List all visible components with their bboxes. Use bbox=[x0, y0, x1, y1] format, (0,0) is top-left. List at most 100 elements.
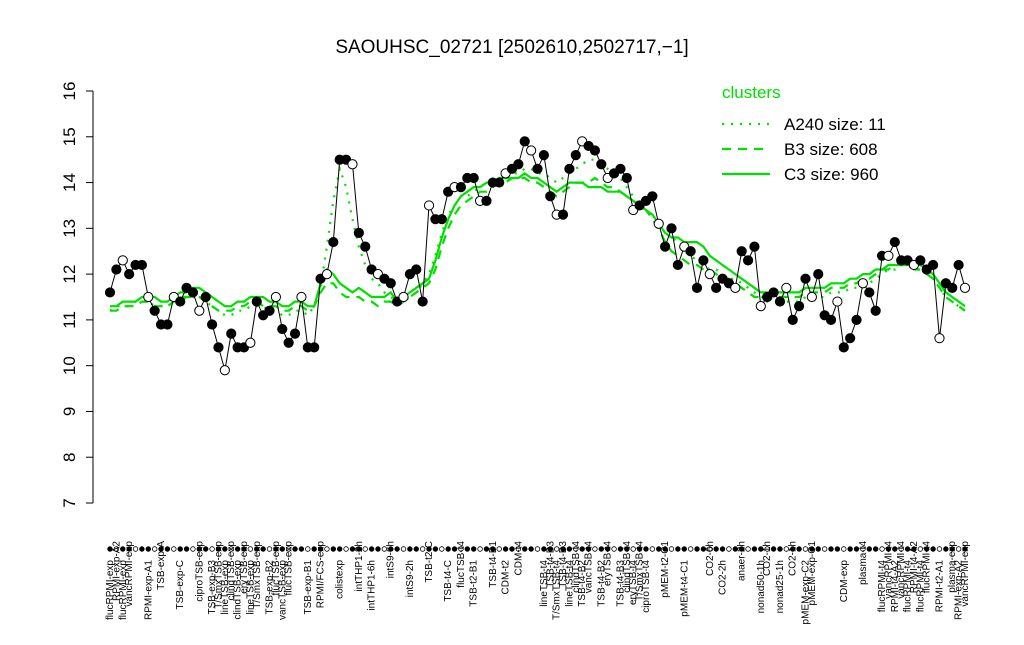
membership-dot bbox=[719, 546, 726, 552]
profile-point bbox=[162, 319, 173, 330]
profile-point bbox=[321, 269, 333, 280]
x-tick-label: TSB-exp-C bbox=[175, 560, 186, 609]
profile-point bbox=[947, 282, 958, 293]
membership-dot bbox=[260, 546, 266, 552]
profile-point bbox=[481, 195, 492, 206]
profile-point bbox=[647, 191, 658, 202]
membership-dot bbox=[560, 546, 566, 552]
membership-dot bbox=[573, 546, 579, 552]
membership-dot bbox=[388, 546, 394, 552]
profile-point bbox=[213, 342, 224, 353]
membership-dot bbox=[879, 546, 885, 552]
membership-dot bbox=[668, 546, 675, 552]
profile-point bbox=[277, 323, 288, 335]
x-tick-label: CO2-1h bbox=[788, 541, 799, 576]
profile-point bbox=[781, 282, 792, 293]
x-tick-label: TSB-t4-C bbox=[443, 560, 454, 602]
x-tick-label: flucRPMI-exp bbox=[105, 560, 116, 620]
profile-point bbox=[347, 159, 358, 170]
membership-dot bbox=[726, 546, 732, 552]
membership-dot bbox=[553, 546, 560, 552]
x-tick-label: clindTSB-t4 bbox=[622, 541, 633, 593]
membership-dot bbox=[311, 546, 317, 552]
membership-dot bbox=[547, 546, 553, 552]
profile-point bbox=[353, 227, 364, 239]
membership-dot bbox=[528, 546, 534, 552]
x-tick-label: intS9-2h bbox=[405, 560, 416, 597]
profile-point bbox=[755, 301, 766, 312]
x-tick-label: lineTSB-exp bbox=[220, 560, 231, 615]
profile-point bbox=[838, 342, 849, 353]
membership-dot bbox=[598, 546, 605, 552]
membership-dot bbox=[694, 546, 700, 552]
profile-point bbox=[289, 328, 301, 339]
membership-dot bbox=[298, 546, 305, 552]
membership-dot bbox=[375, 546, 381, 552]
cluster-line bbox=[109, 158, 966, 317]
membership-dot bbox=[713, 546, 719, 552]
membership-dot bbox=[738, 546, 745, 552]
x-tick-label: pMEM-t4-C1 bbox=[679, 560, 690, 617]
profile-point bbox=[857, 278, 869, 289]
profile-point bbox=[864, 287, 875, 298]
membership-dot bbox=[426, 546, 432, 552]
profile-point bbox=[219, 365, 230, 376]
x-tick-label: clindTSB-exp bbox=[233, 560, 244, 620]
membership-dot bbox=[770, 546, 777, 552]
profile-point bbox=[194, 305, 205, 316]
x-tick-label: TSB-t4-B3 bbox=[558, 541, 569, 588]
membership-dot bbox=[643, 546, 649, 552]
membership-dot bbox=[700, 546, 707, 552]
profile-point bbox=[851, 314, 862, 325]
profile-point bbox=[685, 246, 696, 257]
membership-dot bbox=[758, 546, 764, 552]
membership-dot bbox=[802, 546, 809, 552]
profile-point bbox=[736, 246, 747, 257]
membership-dot bbox=[847, 546, 853, 552]
membership-dot bbox=[483, 546, 490, 552]
profile-point bbox=[251, 296, 262, 307]
x-tick-label: RPMI-exp-A2 bbox=[954, 560, 965, 620]
profile-point bbox=[927, 259, 939, 271]
x-tick-label: vancTSB-t4 bbox=[584, 541, 595, 594]
membership-dot bbox=[317, 546, 324, 552]
y-tick-label: 13 bbox=[60, 219, 79, 238]
profile-point bbox=[589, 145, 601, 156]
x-tick-label: TSB-t4-B3 bbox=[545, 541, 556, 588]
membership-dot bbox=[515, 546, 522, 552]
membership-dot bbox=[145, 546, 151, 552]
membership-dot bbox=[949, 546, 955, 552]
membership-dot bbox=[120, 546, 126, 552]
membership-dot bbox=[796, 546, 802, 552]
profile-point bbox=[711, 282, 722, 293]
profile-point bbox=[825, 314, 837, 325]
membership-dot bbox=[356, 546, 362, 552]
membership-dot bbox=[617, 546, 624, 552]
legend-label: B3 size: 608 bbox=[784, 140, 878, 159]
membership-dot bbox=[585, 546, 592, 552]
x-tick-label: CO2-6h bbox=[705, 541, 716, 576]
profile-point bbox=[870, 305, 881, 316]
x-tick-label: CO2-1h bbox=[762, 541, 773, 576]
membership-dot bbox=[305, 546, 311, 552]
profile-point bbox=[417, 296, 428, 307]
membership-dot bbox=[368, 546, 375, 552]
x-tick-label: pMEM-exp-C1 bbox=[807, 541, 818, 606]
profile-point bbox=[226, 328, 237, 339]
y-tick-label: 7 bbox=[60, 498, 79, 507]
membership-dot bbox=[745, 546, 751, 552]
chart-title: SAOUHSC_02721 [2502610,2502717,−1] bbox=[335, 37, 688, 58]
profile-point bbox=[545, 191, 556, 202]
profile-point bbox=[749, 241, 760, 252]
profile-point bbox=[953, 259, 964, 271]
membership-dot bbox=[228, 546, 234, 552]
x-tick-label: RPMI/FCS-exp bbox=[316, 541, 327, 609]
membership-dot bbox=[234, 546, 241, 552]
membership-dot bbox=[107, 546, 113, 552]
membership-dot bbox=[113, 546, 120, 552]
membership-dot bbox=[407, 546, 413, 552]
membership-dot bbox=[783, 546, 790, 552]
membership-dot bbox=[464, 546, 471, 552]
membership-dot bbox=[853, 546, 860, 552]
y-tick-label: 14 bbox=[60, 173, 79, 192]
